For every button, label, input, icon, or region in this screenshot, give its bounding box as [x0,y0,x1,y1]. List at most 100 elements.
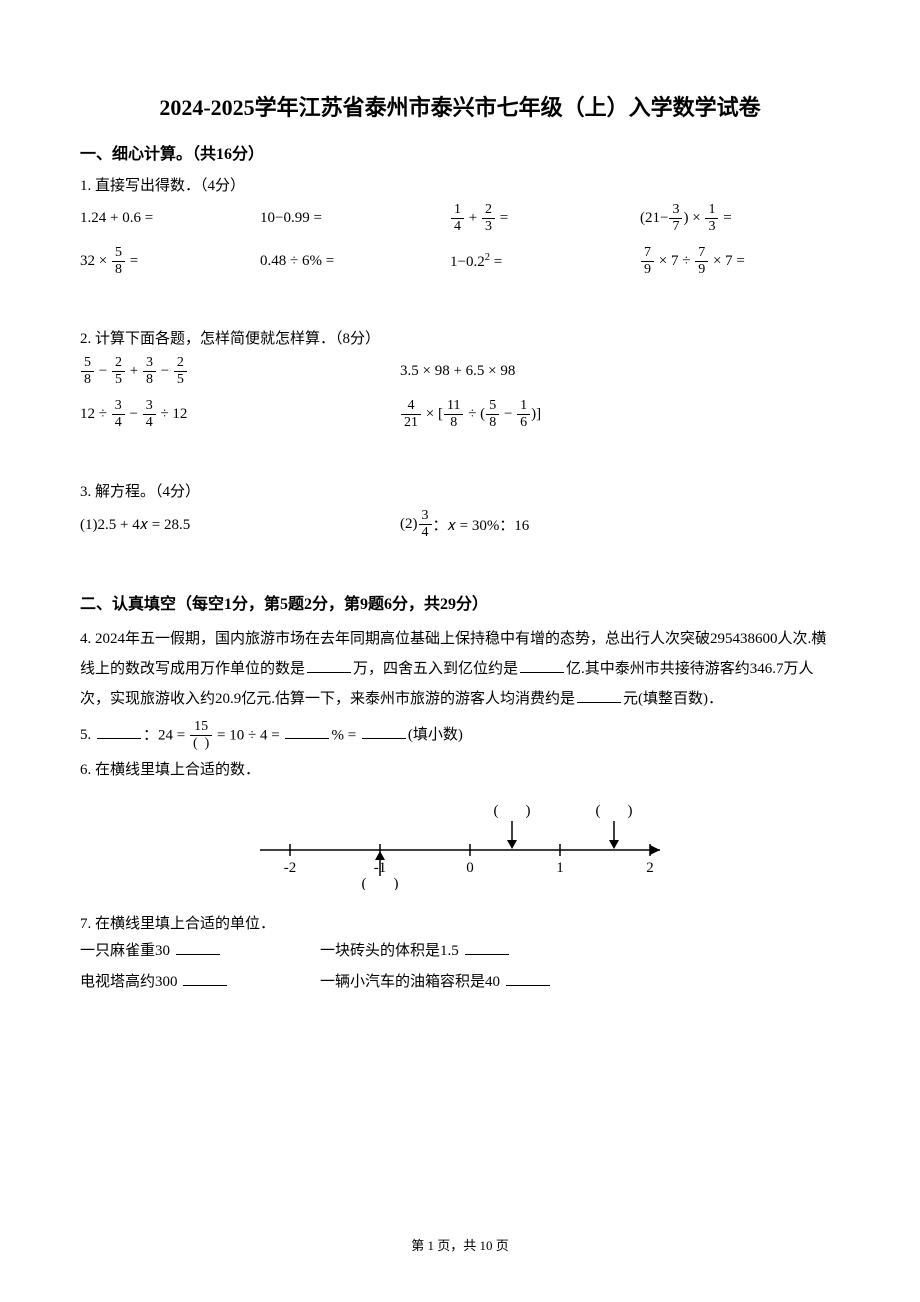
q1-prompt: 1. 直接写出得数．（4分） [80,174,840,195]
fraction: 25 [174,356,187,387]
fraction: 16 [517,399,530,430]
q2r2c1: 12 ÷ 34 − 34 ÷ 12 [80,399,400,430]
cell-text: = [496,210,508,226]
fraction: 79 [695,246,708,277]
q7-row2: 电视塔高约300 一辆小汽车的油箱容积是40 [80,970,840,991]
blank [506,971,550,986]
blank [183,971,227,986]
fraction: 58 [486,399,499,430]
cell-text: = [126,253,138,269]
cell-text: 一块砖头的体积是1.5 [320,943,463,959]
q3c2: (2)34：𝑥 = 30%：16 [400,509,720,540]
blank [307,658,351,673]
svg-text:2: 2 [646,860,654,876]
cell-text: 电视塔高约300 [80,974,181,990]
cell-text: 1.24 + 0.6 = [80,210,153,226]
blank [520,658,564,673]
svg-text:): ) [526,803,531,819]
q1-row1: 1.24 + 0.6 = 10−0.99 = 14 + 23 = (21−37)… [80,203,840,234]
q5-text: 5. ：24 = 15( ) = 10 ÷ 4 = % = (填小数) [80,720,840,751]
cell-text: 0.48 ÷ 6% = [260,253,334,269]
cell-text: 32 × [80,253,111,269]
svg-text:): ) [394,876,399,890]
q7-text: 7. 在横线里填上合适的单位． [80,909,840,939]
q7c: 电视塔高约300 [80,970,320,991]
fraction: 58 [81,356,94,387]
q1r2c1: 32 × 58 = [80,246,260,277]
page-footer: 第 1 页，共 10 页 [0,1235,920,1254]
blank [362,724,406,739]
q1r2c3: 1−0.22 = [450,252,640,271]
q1r1c2: 10−0.99 = [260,210,450,227]
q5-a: 5. [80,727,95,743]
q1-row2: 32 × 58 = 0.48 ÷ 6% = 1−0.22 = 79 × 7 ÷ … [80,246,840,277]
q1r1c3: 14 + 23 = [450,203,640,234]
q2-row1: 58 − 25 + 38 − 25 3.5 × 98 + 6.5 × 98 [80,356,840,387]
cell-text: × 7 ÷ [655,253,694,269]
q5-e: (填小数) [408,727,463,743]
cell-text: × [ [422,406,443,422]
cell-text: 1−0.2 [450,254,485,270]
cell-text: ÷ 12 [157,406,188,422]
q3-prompt: 3. 解方程。（4分） [80,480,840,501]
svg-text:(: ( [596,803,601,819]
fraction: 118 [444,399,463,430]
fraction: 34 [419,509,432,540]
page-title: 2024-2025学年江苏省泰州市泰兴市七年级（上）入学数学试卷 [80,90,840,122]
q2r1c2: 3.5 × 98 + 6.5 × 98 [400,363,720,380]
q1r2c4: 79 × 7 ÷ 79 × 7 = [640,246,830,277]
fraction: 14 [451,203,464,234]
fraction: 58 [112,246,125,277]
q1r1c1: 1.24 + 0.6 = [80,210,260,227]
number-line-svg: -2-1012()()() [240,795,680,890]
q4-text: 4. 2024年五一假期，国内旅游市场在去年同期高位基础上保持稳中有增的态势，总… [80,624,840,714]
blank [285,724,329,739]
q2r2c2: 421 × [118 ÷ (58 − 16)] [400,399,720,430]
cell-text: = [490,254,502,270]
svg-text:1: 1 [556,860,564,876]
blank [176,940,220,955]
section1-header: 一、细心计算。（共16分） [80,140,840,164]
q1r2c2: 0.48 ÷ 6% = [260,253,450,270]
blank [577,688,621,703]
cell-text: (21− [640,210,668,226]
fraction: 13 [705,203,718,234]
q1r1c4: (21−37) × 13 = [640,203,830,234]
cell-text: 10−0.99 = [260,210,322,226]
number-line-figure: -2-1012()()() [80,795,840,895]
cell-text: = [719,210,731,226]
cell-text: ÷ ( [464,406,485,422]
svg-text:0: 0 [466,860,474,876]
q5-d: % = [331,728,359,744]
q5-c: = 10 ÷ 4 = [213,728,283,744]
fraction: 15( ) [190,720,212,751]
cell-text: − [500,406,516,422]
svg-text:-2: -2 [284,860,297,876]
q6-text: 6. 在横线里填上合适的数． [80,755,840,785]
cell-text: 一只麻雀重30 [80,943,174,959]
blank [465,940,509,955]
q4-d: 元(填整百数)． [623,691,723,707]
fraction: 37 [669,203,682,234]
fraction: 34 [143,399,156,430]
cell-text: (1)2.5 + 4𝑥 = 28.5 [80,517,190,533]
blank [97,724,141,739]
svg-text:(: ( [494,803,499,819]
cell-text: 3.5 × 98 + 6.5 × 98 [400,363,515,379]
q3-row: (1)2.5 + 4𝑥 = 28.5 (2)34：𝑥 = 30%：16 [80,509,840,540]
q2-row2: 12 ÷ 34 − 34 ÷ 12 421 × [118 ÷ (58 − 16)… [80,399,840,430]
section2-header: 二、认真填空（每空1分，第5题2分，第9题6分，共29分） [80,590,840,614]
fraction: 23 [482,203,495,234]
cell-text: ：𝑥 = 30%：16 [433,518,530,534]
cell-text: 一辆小汽车的油箱容积是40 [320,974,504,990]
fraction: 38 [143,356,156,387]
q5-b: ：24 = [143,728,189,744]
cell-text: )] [531,406,541,422]
q2r1c1: 58 − 25 + 38 − 25 [80,356,400,387]
fraction: 34 [112,399,125,430]
fraction: 25 [112,356,125,387]
fraction: 421 [401,399,421,430]
fraction: 79 [641,246,654,277]
cell-text: (2) [400,516,418,532]
cell-text: − [126,406,142,422]
